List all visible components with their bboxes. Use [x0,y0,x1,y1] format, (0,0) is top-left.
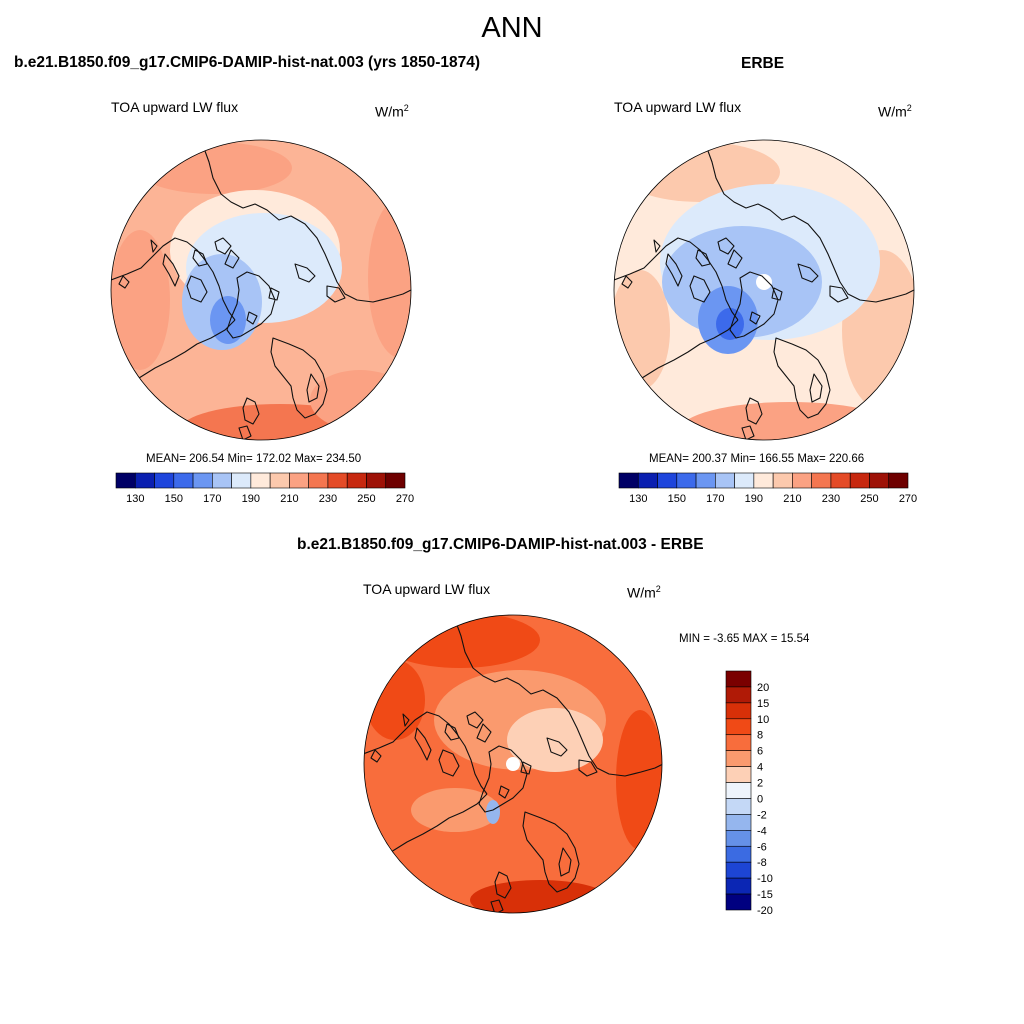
colorbar-swatch [725,718,752,736]
colorbar-swatch [385,472,406,489]
colorbar-swatch [725,798,752,815]
colorbar-swatch [725,702,752,720]
colorbar-swatch [725,830,752,847]
colorbar-tick-label: 0 [757,793,763,805]
colorbar-tick-label: 270 [396,493,414,505]
colorbar-swatch [657,472,678,489]
colorbar-tick-label: 10 [757,714,769,726]
colorbar-tick-label: 190 [745,493,763,505]
colorbar-tick-label: -6 [757,841,767,853]
colorbar-swatch [115,472,136,489]
colorbar-swatch [725,893,752,911]
colorbar-swatch [289,472,309,489]
colorbar-swatch [753,472,774,489]
colorbar-tick-label: 230 [822,493,840,505]
colorbar-tick-label: -8 [757,857,767,869]
colorbar-tick-label: 130 [629,493,647,505]
colorbar-swatch [366,472,387,489]
colorbar-tick-label: 270 [899,493,917,505]
colorbar-swatch [676,472,697,489]
colorbar-swatch [327,472,348,489]
colorbar-swatch [888,472,909,489]
colorbar-swatch [308,472,329,489]
colorbar-swatch [830,472,851,489]
colorbar-tick-label: 250 [357,493,375,505]
obs-units-label: W/m2 [878,103,912,120]
colorbar-swatch [192,472,213,489]
colorbar-tick-label: 2 [757,778,763,790]
colorbar-swatch [637,472,658,489]
colorbar-swatch [725,877,752,895]
colorbar-tick-label: 170 [706,493,724,505]
colorbar-swatch [134,472,155,489]
colorbar-tick-label: 6 [757,746,763,758]
colorbar-swatch [725,734,752,751]
obs-map [613,139,915,441]
colorbar-tick-label: -20 [757,905,773,917]
colorbar-tick-label: 190 [242,493,260,505]
colorbar-swatch [734,472,755,489]
colorbar-swatch [725,861,752,879]
colorbar-swatch [869,472,890,489]
colorbar-tick-label: 15 [757,698,769,710]
obs-stats: MEAN= 200.37 Min= 166.55 Max= 220.66 [649,453,865,465]
colorbar-swatch [618,472,639,489]
colorbar-tick-label: 230 [319,493,337,505]
colorbar-tick-label: -4 [757,825,767,837]
diff-map [363,614,663,914]
colorbar-tick-label: -2 [757,809,767,821]
obs-variable-label: TOA upward LW flux [614,99,742,115]
model-units-label: W/m2 [375,103,409,120]
colorbar-swatch [772,472,793,489]
colorbar-swatch [725,782,752,799]
colorbar-swatch [346,472,367,489]
colorbar-tick-label: 150 [668,493,686,505]
diff-stats: MIN = -3.65 MAX = 15.54 [679,633,810,645]
panel-diff-title: b.e21.B1850.f09_g17.CMIP6-DAMIP-hist-nat… [297,536,704,553]
colorbar-swatch [250,472,271,489]
colorbar-tick-label: 210 [280,493,298,505]
colorbar-swatch [212,472,232,489]
colorbar-swatch [173,472,194,489]
model-colorbar: 130 150 170 190 210 230 250 270 [115,472,414,505]
colorbar-tick-label: -15 [757,889,773,901]
colorbar-swatch [695,472,716,489]
figure-title: ANN [481,12,543,44]
colorbar-swatch [231,472,252,489]
colorbar-swatch [725,686,752,704]
colorbar-tick-label: 8 [757,730,763,742]
colorbar-tick-label: 20 [757,682,769,694]
colorbar-swatch [725,845,752,863]
colorbar-tick-label: 170 [203,493,221,505]
panel-obs-title: ERBE [741,55,785,72]
colorbar-tick-label: 150 [165,493,183,505]
model-map [110,139,412,441]
colorbar-tick-label: 130 [126,493,144,505]
colorbar-swatch [725,750,752,767]
colorbar-tick-label: -10 [757,873,773,885]
panel-model-title: b.e21.B1850.f09_g17.CMIP6-DAMIP-hist-nat… [14,54,481,71]
colorbar-swatch [725,670,752,688]
colorbar-tick-label: 210 [783,493,801,505]
diff-units-label: W/m2 [627,584,661,601]
colorbar-tick-label: 4 [757,762,763,774]
colorbar-swatch [849,472,870,489]
colorbar-swatch [725,766,752,783]
colorbar-swatch [811,472,832,489]
model-variable-label: TOA upward LW flux [111,99,239,115]
colorbar-swatch [154,472,175,489]
obs-colorbar: 130 150 170 190 210 230 250 270 [618,472,917,505]
model-stats: MEAN= 206.54 Min= 172.02 Max= 234.50 [146,453,362,465]
colorbar-swatch [725,814,752,831]
colorbar-tick-label: 250 [860,493,878,505]
colorbar-swatch [715,472,735,489]
diff-variable-label: TOA upward LW flux [363,581,491,597]
colorbar-swatch [792,472,812,489]
colorbar-swatch [269,472,290,489]
